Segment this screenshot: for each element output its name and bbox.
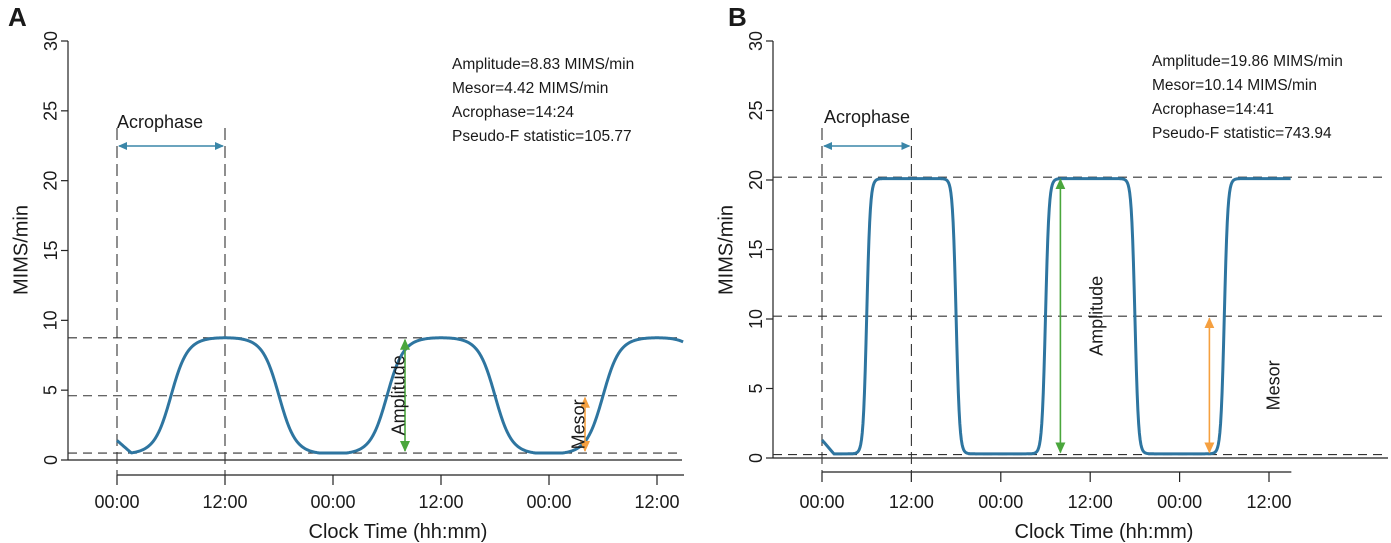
y-axis-title: MIMS/min <box>715 205 737 295</box>
y-axis-title: MIMS/min <box>10 205 32 295</box>
y-tick-label: 20 <box>746 170 766 190</box>
amplitude-label: Amplitude <box>1087 276 1107 356</box>
x-axis-title: Clock Time (hh:mm) <box>309 521 488 543</box>
stat-line: Amplitude=8.83 MIMS/min <box>452 56 634 73</box>
y-tick-label: 25 <box>41 101 61 121</box>
series-line <box>820 177 1292 456</box>
y-tick-label: 10 <box>41 310 61 330</box>
x-tick-label: 00:00 <box>978 492 1023 512</box>
x-tick-label: 00:00 <box>94 492 139 512</box>
x-tick-label: 12:00 <box>634 492 679 512</box>
stat-line: Pseudo-F statistic=743.94 <box>1152 125 1332 142</box>
panel-a: A 0 5 10 15 20 25 30 MIMS/min 00:00 12:00 00:00 12:0… <box>8 2 684 543</box>
x-tick-label: 00:00 <box>1157 492 1202 512</box>
x-tick-label: 12:00 <box>202 492 247 512</box>
mesor-label: Mesor <box>569 399 589 449</box>
stat-line: Acrophase=14:41 <box>1152 101 1274 118</box>
acrophase-label: Acrophase <box>824 107 910 127</box>
y-tick-label: 20 <box>41 171 61 191</box>
stat-line: Mesor=10.14 MIMS/min <box>1152 77 1317 94</box>
y-tick-label: 10 <box>746 309 766 329</box>
amplitude-label: Amplitude <box>389 355 409 435</box>
y-tick-label: 25 <box>746 100 766 120</box>
stat-line: Pseudo-F statistic=105.77 <box>452 128 632 145</box>
x-tick-label: 00:00 <box>310 492 355 512</box>
stat-line: Amplitude=19.86 MIMS/min <box>1152 53 1343 70</box>
x-tick-label: 12:00 <box>889 492 934 512</box>
y-tick-label: 5 <box>746 383 766 393</box>
panel-label: A <box>8 2 27 32</box>
x-tick-label: 00:00 <box>526 492 571 512</box>
y-tick-label: 5 <box>41 385 61 395</box>
y-tick-label: 30 <box>41 31 61 51</box>
y-tick-label: 15 <box>41 240 61 260</box>
panel-label: B <box>728 2 747 32</box>
y-tick-label: 0 <box>746 453 766 463</box>
acrophase-label: Acrophase <box>117 112 203 132</box>
y-tick-label: 30 <box>746 31 766 51</box>
x-axis-title: Clock Time (hh:mm) <box>1015 521 1194 543</box>
y-tick-label: 0 <box>41 455 61 465</box>
stat-line: Mesor=4.42 MIMS/min <box>452 80 608 97</box>
x-tick-label: 12:00 <box>1068 492 1113 512</box>
x-tick-label: 12:00 <box>1246 492 1291 512</box>
x-tick-label: 00:00 <box>799 492 844 512</box>
panel-b: B 0 5 10 15 20 25 30 MIMS/min 00:00 12:00 00:00 12:0… <box>715 2 1388 543</box>
stat-line: Acrophase=14:24 <box>452 104 574 121</box>
x-tick-label: 12:00 <box>418 492 463 512</box>
mesor-label: Mesor <box>1264 360 1284 410</box>
y-tick-label: 15 <box>746 239 766 259</box>
